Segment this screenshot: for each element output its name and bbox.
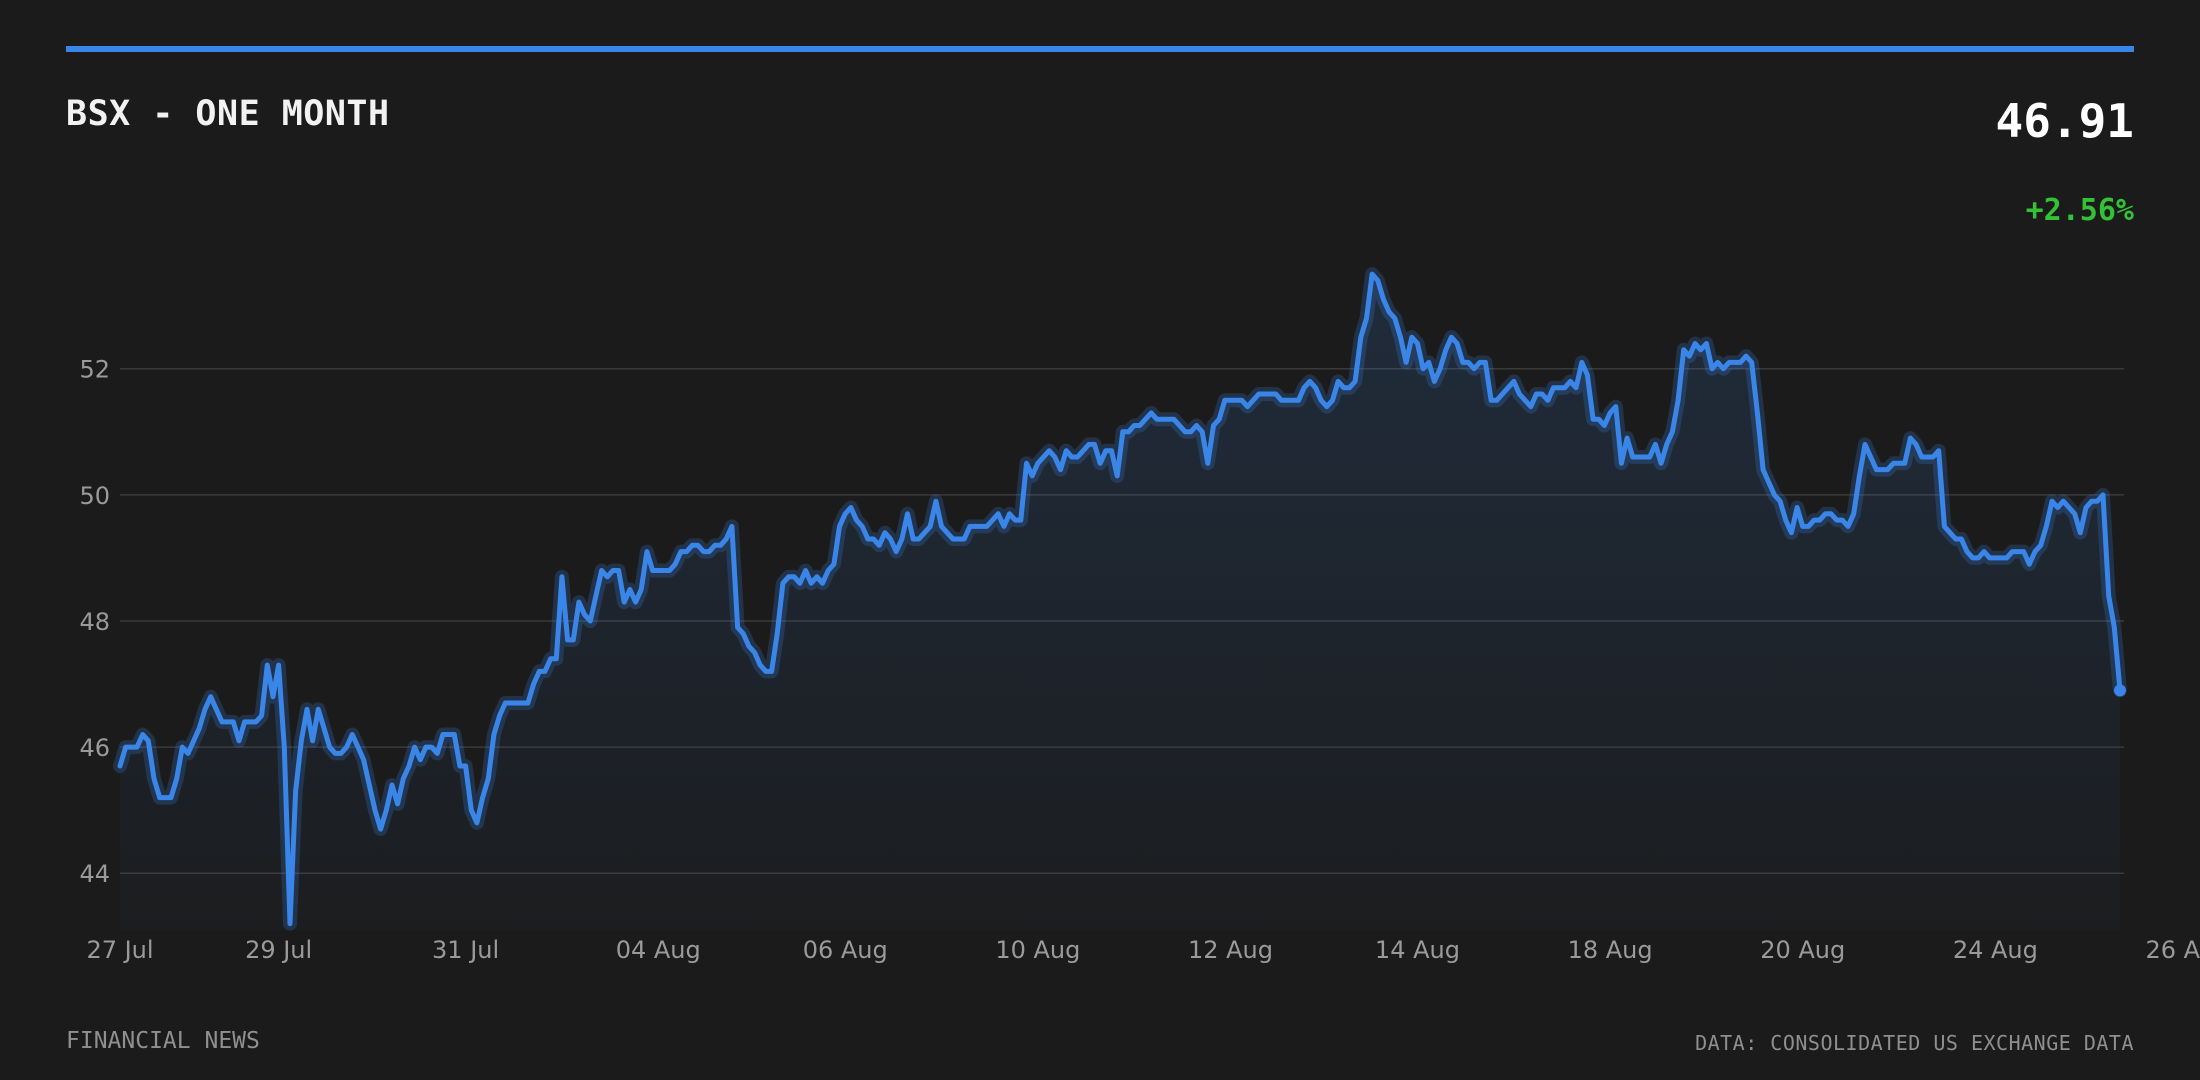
- x-tick-label: 12 Aug: [1188, 936, 1273, 964]
- x-tick-label: 24 Aug: [1953, 936, 2038, 964]
- price-area: [120, 274, 2120, 931]
- footer-source-left: FINANCIAL NEWS: [66, 1028, 260, 1054]
- y-axis-ticks: 44 46 48 50 52: [79, 356, 110, 889]
- x-tick-label: 29 Jul: [245, 936, 312, 964]
- chart-title: BSX - ONE MONTH: [66, 94, 390, 134]
- price-change-badge: +2.56%: [2025, 193, 2134, 228]
- accent-bar: [66, 46, 2134, 52]
- last-price-marker: [2114, 684, 2126, 697]
- x-tick-label: 27 Jul: [86, 936, 153, 964]
- x-axis-ticks: 27 Jul 29 Jul 31 Jul 04 Aug 06 Aug 10 Aug 12 A…: [86, 936, 2200, 964]
- x-tick-label: 26 Aug: [2145, 936, 2200, 964]
- price-line: [117, 271, 2123, 927]
- y-tick-label: 48: [79, 608, 110, 636]
- y-tick-label: 46: [79, 734, 110, 762]
- y-tick-label: 50: [79, 482, 110, 510]
- y-tick-label: 52: [79, 356, 110, 384]
- x-tick-label: 06 Aug: [803, 936, 888, 964]
- current-price: 46.91: [1995, 94, 2134, 148]
- footer-source-right: DATA: CONSOLIDATED US EXCHANGE DATA: [1695, 1031, 2134, 1055]
- x-tick-label: 18 Aug: [1568, 936, 1653, 964]
- x-tick-label: 10 Aug: [995, 936, 1080, 964]
- x-tick-label: 04 Aug: [616, 936, 701, 964]
- x-tick-label: 14 Aug: [1375, 936, 1460, 964]
- y-tick-label: 44: [79, 860, 110, 888]
- x-tick-label: 20 Aug: [1760, 936, 1845, 964]
- x-tick-label: 31 Jul: [432, 936, 499, 964]
